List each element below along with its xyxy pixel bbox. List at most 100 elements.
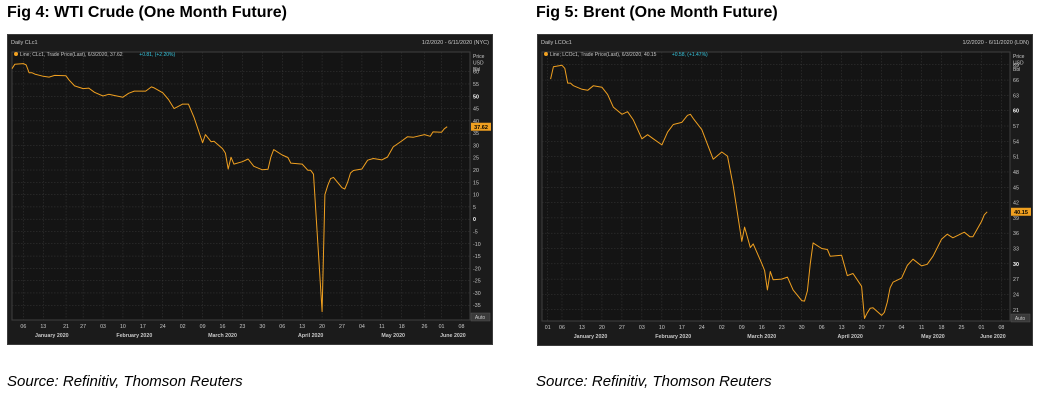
x-tick-label: 03 (100, 324, 106, 330)
x-tick-label: 09 (200, 324, 206, 330)
x-tick-label: 10 (659, 325, 665, 331)
y-tick-label: 60 (473, 70, 479, 76)
x-tick-label: 16 (759, 325, 765, 331)
x-tick-label: 24 (160, 324, 166, 330)
auto-button (470, 312, 491, 322)
y-tick-label: 42 (1013, 201, 1019, 207)
plot-area (541, 51, 1011, 322)
x-tick-label: 16 (220, 324, 226, 330)
y-tick-label: 10 (473, 193, 479, 199)
figure-title: Fig 4: WTI Crude (One Month Future) (7, 4, 287, 21)
x-tick-label: 11 (379, 324, 385, 330)
series-line (11, 63, 448, 313)
date-range-label: 1/2/2020 - 6/11/2020 (LDN) (962, 40, 1029, 46)
axis-title: USD (1013, 61, 1024, 67)
x-month-label: June 2020 (440, 333, 466, 339)
last-value-badge (471, 122, 491, 131)
legend-text: Line; LCOc1, Trade Price(Last), 6/3/2020… (550, 52, 657, 58)
y-tick-label: -25 (473, 279, 481, 285)
series-line (550, 64, 988, 319)
y-tick-label: 27 (1013, 277, 1019, 283)
y-tick-label: 40 (473, 119, 479, 125)
x-tick-label: 04 (359, 324, 365, 330)
y-tick-label: 63 (1013, 93, 1019, 99)
x-tick-label: 08 (998, 325, 1004, 331)
x-tick-label: 26 (422, 324, 428, 330)
axis-title: Price (473, 54, 485, 60)
x-tick-label: 21 (63, 324, 69, 330)
last-value-badge (1011, 207, 1031, 216)
x-tick-label: 02 (719, 325, 725, 331)
last-value-label: 40.15 (1014, 210, 1028, 216)
y-tick-label: -5 (473, 229, 478, 235)
y-tick-label: 30 (473, 143, 479, 149)
x-tick-label: 02 (180, 324, 186, 330)
y-tick-label: 48 (1013, 170, 1019, 176)
source-note: Source: Refinitiv, Thomson Reuters (536, 373, 772, 390)
x-tick-label: 17 (679, 325, 685, 331)
y-tick-label: 54 (1013, 139, 1019, 145)
y-tick-label: -15 (473, 254, 481, 260)
x-tick-label: 11 (919, 325, 925, 331)
y-tick-label: 51 (1013, 155, 1019, 161)
y-tick-label: 20 (473, 168, 479, 174)
auto-button (1010, 313, 1031, 323)
y-tick-label: 35 (473, 131, 479, 137)
x-month-label: April 2020 (298, 333, 323, 339)
source-note: Source: Refinitiv, Thomson Reuters (7, 373, 243, 390)
x-tick-label: 01 (439, 324, 445, 330)
legend-swatch (14, 52, 18, 56)
y-tick-label: 66 (1013, 78, 1019, 84)
x-tick-label: 27 (80, 324, 86, 330)
x-tick-label: 13 (40, 324, 46, 330)
plot-area (11, 51, 471, 321)
y-tick-label: 45 (1013, 185, 1019, 191)
x-tick-label: 06 (20, 324, 26, 330)
x-month-label: January 2020 (35, 333, 69, 339)
x-tick-label: 20 (599, 325, 605, 331)
axis-title: Bbl (1013, 67, 1020, 73)
x-tick-label: 23 (779, 325, 785, 331)
y-tick-label: 33 (1013, 247, 1019, 253)
y-tick-label: 50 (473, 94, 479, 100)
x-tick-label: 06 (819, 325, 825, 331)
y-tick-label: 36 (1013, 231, 1019, 237)
x-tick-label: 01 (979, 325, 985, 331)
x-month-label: April 2020 (838, 334, 863, 340)
x-tick-label: 04 (899, 325, 905, 331)
y-tick-label: -10 (473, 242, 481, 248)
x-month-label: March 2020 (208, 333, 237, 339)
y-tick-label: -20 (473, 266, 481, 272)
y-tick-label: 69 (1013, 63, 1019, 69)
wti-chart: Daily CLc1 1/2/2020 - 6/11/2020 (NYC) Line… (8, 35, 492, 344)
x-month-label: February 2020 (116, 333, 152, 339)
y-tick-label: -35 (473, 303, 481, 309)
panel-label: Daily LCOc1 (541, 40, 572, 46)
x-month-label: February 2020 (655, 334, 691, 340)
legend-change: +0.81, (+2.20%) (139, 52, 175, 58)
x-tick-label: 17 (140, 324, 146, 330)
x-tick-label: 10 (120, 324, 126, 330)
legend-text: Line; CLc1, Trade Price(Last), 6/3/2020,… (20, 52, 123, 58)
x-month-label: June 2020 (980, 334, 1006, 340)
x-tick-label: 03 (639, 325, 645, 331)
auto-label: Auto (1015, 316, 1026, 322)
y-tick-label: 55 (473, 82, 479, 88)
x-month-label: May 2020 (921, 334, 945, 340)
x-tick-label: 18 (399, 324, 405, 330)
x-tick-label: 01 (545, 325, 551, 331)
x-tick-label: 27 (879, 325, 885, 331)
x-tick-label: 20 (319, 324, 325, 330)
last-value-label: 37.62 (474, 125, 488, 131)
legend-change: +0.58, (+1.47%) (672, 52, 708, 58)
y-tick-label: 25 (473, 156, 479, 162)
x-tick-label: 09 (739, 325, 745, 331)
auto-label: Auto (475, 315, 486, 321)
x-tick-label: 24 (699, 325, 705, 331)
x-tick-label: 08 (459, 324, 465, 330)
x-month-label: January 2020 (574, 334, 608, 340)
y-tick-label: 0 (473, 217, 476, 223)
x-tick-label: 30 (799, 325, 805, 331)
axis-title: Bbl (473, 67, 480, 73)
axis-title: USD (473, 61, 484, 67)
